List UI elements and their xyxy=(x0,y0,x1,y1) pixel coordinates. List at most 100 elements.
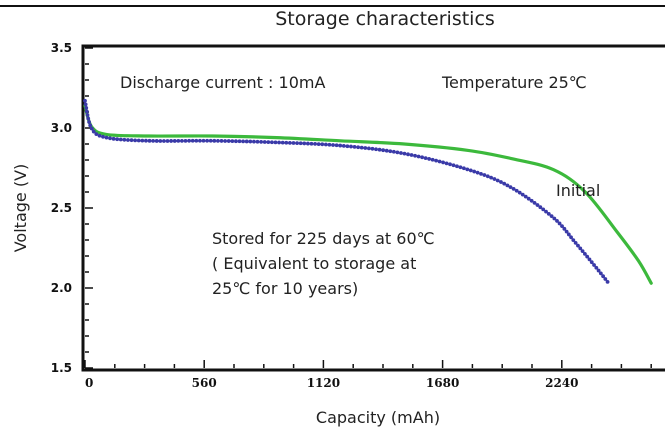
series-dot xyxy=(552,216,557,221)
series-dot xyxy=(223,139,228,143)
series-dot xyxy=(180,138,184,143)
series-dot xyxy=(349,144,353,149)
series-dot xyxy=(212,138,217,143)
series-dot xyxy=(331,143,335,147)
series-dot xyxy=(541,207,546,212)
series-dot xyxy=(523,194,528,199)
series-dot xyxy=(226,139,231,143)
series-dot xyxy=(302,141,307,146)
series-dot xyxy=(391,149,396,154)
series-dot xyxy=(165,139,170,143)
series-dot xyxy=(578,246,583,251)
series-dot xyxy=(555,219,559,223)
x-ticks: 05601120168022402800 xyxy=(84,360,665,390)
series-dot xyxy=(144,138,148,143)
series-dot xyxy=(482,173,487,177)
series-dot xyxy=(374,147,378,152)
series-dot xyxy=(255,139,260,144)
series-dot xyxy=(585,254,590,259)
series-dot xyxy=(601,274,605,279)
series-dot xyxy=(97,133,102,138)
series-dot xyxy=(201,138,206,143)
series-dot xyxy=(402,151,407,156)
y-tick-label: 2.0 xyxy=(51,281,72,295)
series-dot xyxy=(596,268,601,273)
series-dot xyxy=(101,134,105,139)
series-dot xyxy=(89,126,94,131)
series-dot xyxy=(122,137,127,142)
series-dot xyxy=(86,116,91,121)
series-dot xyxy=(237,139,242,144)
series-dot xyxy=(499,180,503,184)
series-dot xyxy=(85,113,90,117)
series-dot xyxy=(356,145,361,150)
series-dot xyxy=(461,166,466,171)
series-dot xyxy=(147,138,152,143)
series-dot xyxy=(384,148,389,153)
y-axis-label: Voltage (V) xyxy=(11,164,30,253)
series-dot xyxy=(316,142,321,146)
series-dot xyxy=(284,140,289,145)
series-dot xyxy=(136,138,141,143)
series-dot xyxy=(126,138,130,142)
series-dot xyxy=(338,143,343,148)
series-dot xyxy=(298,141,303,146)
series-dot xyxy=(448,162,452,167)
y-tick-label: 3.5 xyxy=(51,41,72,55)
series-dot xyxy=(84,109,89,114)
annotation-stored-2: ( Equivalent to storage at xyxy=(212,254,416,273)
series-dot xyxy=(485,174,490,179)
series-dot xyxy=(562,226,567,231)
series-dot xyxy=(526,196,531,201)
series-dot xyxy=(564,229,569,234)
series-dot xyxy=(190,138,195,143)
series-dot xyxy=(479,171,483,176)
series-dot xyxy=(502,181,507,186)
series-dot xyxy=(187,138,192,143)
y-tick-label: 1.5 xyxy=(51,361,72,375)
series-dot xyxy=(381,148,386,153)
series-dot xyxy=(517,190,522,195)
series-dot xyxy=(88,123,93,128)
series-dot xyxy=(388,149,393,154)
series-dot xyxy=(434,158,439,163)
series-dot xyxy=(108,136,112,141)
series-dot xyxy=(395,150,400,155)
series-dot xyxy=(83,102,88,107)
series-dot xyxy=(603,277,608,281)
series-dot xyxy=(468,168,473,173)
series-dot xyxy=(133,138,138,143)
series-dot xyxy=(444,161,449,166)
series-dot xyxy=(323,142,328,147)
series-dot xyxy=(234,139,238,144)
series-dot xyxy=(576,243,580,248)
series-dot xyxy=(266,140,271,145)
series-dot xyxy=(270,140,274,145)
series-dot xyxy=(111,136,116,141)
series-dot xyxy=(183,138,188,143)
series-dot xyxy=(587,257,592,262)
series-dot xyxy=(416,154,421,159)
series-dot xyxy=(295,141,299,146)
series-dot xyxy=(589,260,594,265)
series-dot xyxy=(399,151,403,155)
x-axis-label: Capacity (mAh) xyxy=(316,408,440,427)
series-dot xyxy=(409,153,414,157)
series-dot xyxy=(205,138,210,143)
series-dot xyxy=(573,240,578,245)
series-dot xyxy=(115,137,120,142)
series-dot xyxy=(511,186,516,191)
series-dot xyxy=(87,120,91,124)
series-dot xyxy=(557,221,562,226)
x-tick-label: 560 xyxy=(192,376,217,390)
series-dot xyxy=(520,192,525,197)
series-dot xyxy=(569,235,573,240)
y-tick-label: 3.0 xyxy=(51,121,72,135)
series-dot xyxy=(455,164,459,169)
series-dot xyxy=(514,188,519,193)
series-dot xyxy=(465,167,470,172)
series-dot xyxy=(451,163,456,168)
annotation-temperature: Temperature 25℃ xyxy=(441,73,587,92)
series-dot xyxy=(370,146,375,151)
